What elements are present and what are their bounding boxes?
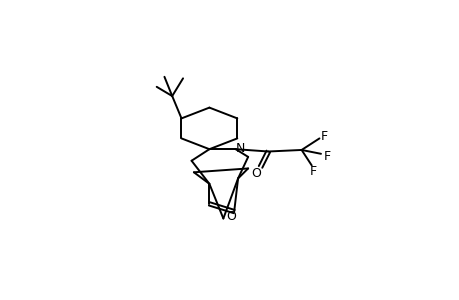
Text: O: O xyxy=(251,167,260,180)
Text: N: N xyxy=(235,142,245,155)
Text: F: F xyxy=(309,165,316,178)
Text: F: F xyxy=(320,130,327,142)
Text: F: F xyxy=(323,150,330,163)
Text: O: O xyxy=(226,211,235,224)
